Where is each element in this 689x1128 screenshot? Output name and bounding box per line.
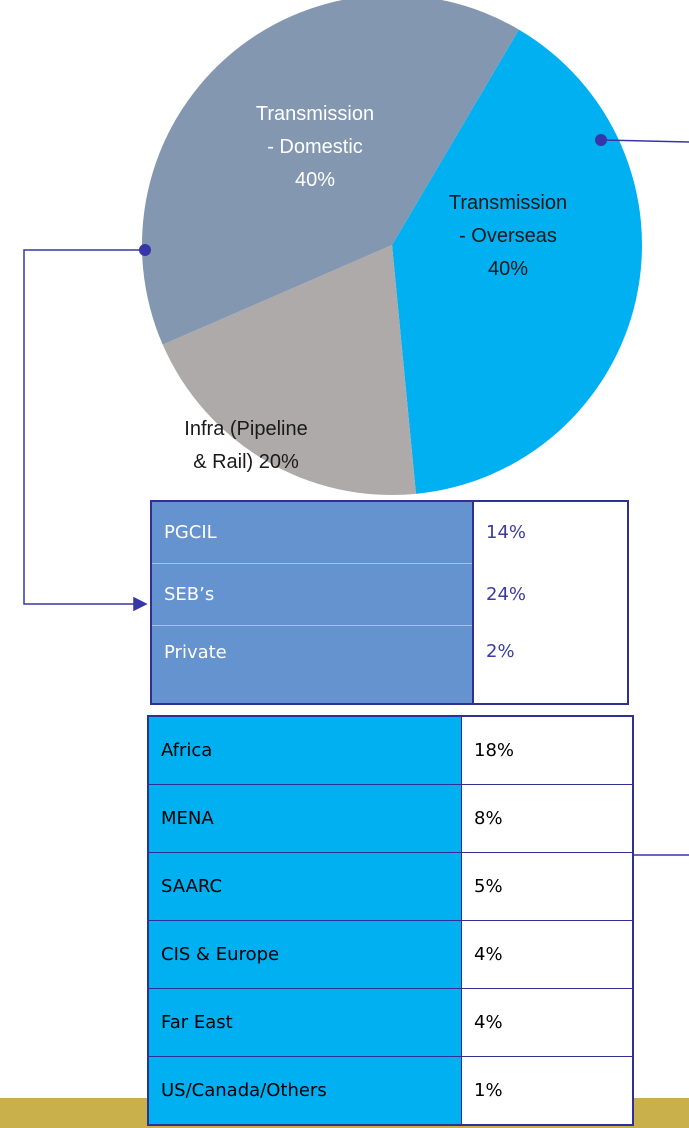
table-cell: Africa (147, 715, 462, 785)
connector (600, 139, 689, 143)
table-row: Private 2% (151, 625, 628, 704)
table-cell: Far East (147, 988, 462, 1057)
table-cell: 24% (486, 583, 527, 605)
slice-name: Infra (Pipeline & Rail) (184, 418, 308, 473)
slice-value: 20% (258, 451, 299, 473)
table: Africa 18% MENA 8% SAARC 5% CIS & Europe 4% Far … (147, 715, 634, 1126)
table-cell: 14% (486, 522, 527, 543)
table-row: SAARC 5% (147, 852, 634, 921)
slice-label: Infra (Pipeline & Rail) 20% (180, 413, 312, 479)
table-cell: 18% (461, 715, 634, 785)
slice-name: Transmission - Overseas (448, 192, 568, 247)
pie-slice (162, 245, 416, 496)
table-cell: SEB’s (151, 563, 474, 626)
table-cell: SAARC (147, 852, 462, 921)
table-row: CIS & Europe 4% (147, 920, 634, 989)
table-cell: PGCIL (151, 501, 474, 564)
table-cell: 4% (461, 920, 634, 989)
slice-value: 40% (487, 258, 529, 280)
slice-label: Transmission - Domestic 40% (251, 98, 379, 197)
slice-value: 40% (294, 169, 336, 191)
table-cell: 4% (461, 988, 634, 1057)
table-row: Africa 18% (147, 715, 634, 785)
table-cell: 1% (461, 1056, 634, 1126)
table-cell: CIS & Europe (147, 920, 462, 989)
table-cell: Private (151, 625, 474, 704)
slice-name: Transmission - Domestic (255, 103, 375, 158)
connector (23, 249, 145, 605)
table-cell: 2% (486, 641, 515, 662)
table-row: PGCIL 14% (151, 501, 628, 564)
table-row: Far East 4% (147, 988, 634, 1057)
table-cell: US/Canada/Others (147, 1056, 462, 1126)
pie-slice (142, 0, 519, 345)
table-cell: 5% (461, 852, 634, 921)
pie-slice (392, 29, 643, 494)
table-row: MENA 8% (147, 784, 634, 853)
table-cell: MENA (147, 784, 462, 853)
connector-dot (595, 134, 607, 146)
pie (142, 0, 643, 496)
arrow-head (133, 596, 148, 612)
slice-label: Transmission - Overseas 40% (443, 187, 573, 286)
table: PGCIL 14% SEB’s 24% Private 2% (150, 500, 629, 705)
table-cell: 8% (461, 784, 634, 853)
table-row: SEB’s 24% (151, 563, 628, 626)
connector-dot (139, 244, 151, 256)
table-row: US/Canada/Others 1% (147, 1056, 634, 1126)
